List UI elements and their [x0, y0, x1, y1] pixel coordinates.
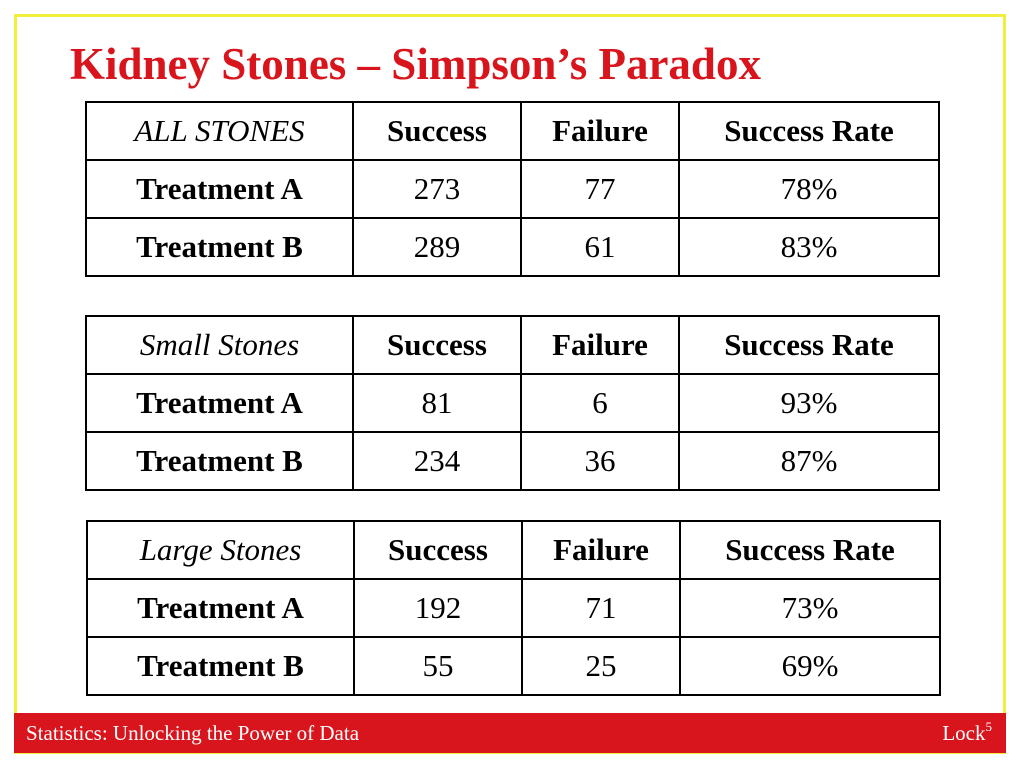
- success-rate-cell: 78%: [678, 159, 940, 219]
- footer-bar: Statistics: Unlocking the Power of Data …: [14, 713, 1006, 753]
- row-header: Treatment B: [86, 636, 355, 696]
- success-rate-cell: 93%: [678, 373, 940, 433]
- small-stones-table: Small Stones Success Failure Success Rat…: [85, 315, 940, 491]
- column-header-success-rate: Success Rate: [679, 520, 941, 580]
- row-header: Treatment A: [86, 578, 355, 638]
- success-cell: 289: [352, 217, 522, 277]
- table-row: Treatment B 289 61 83%: [85, 217, 940, 277]
- table-label: Small Stones: [85, 315, 354, 375]
- success-rate-cell: 83%: [678, 217, 940, 277]
- table-header-row: ALL STONES Success Failure Success Rate: [85, 101, 940, 161]
- column-header-success-rate: Success Rate: [678, 315, 940, 375]
- failure-cell: 61: [520, 217, 680, 277]
- footer-author-name: Lock: [942, 721, 986, 745]
- table-label: Large Stones: [86, 520, 355, 580]
- table-row: Treatment A 81 6 93%: [85, 373, 940, 433]
- row-header: Treatment A: [85, 159, 354, 219]
- all-stones-table: ALL STONES Success Failure Success Rate …: [85, 101, 940, 277]
- slide-title: Kidney Stones – Simpson’s Paradox: [70, 39, 761, 89]
- table-header-row: Small Stones Success Failure Success Rat…: [85, 315, 940, 375]
- column-header-success: Success: [352, 315, 522, 375]
- failure-cell: 36: [520, 431, 680, 491]
- column-header-success-rate: Success Rate: [678, 101, 940, 161]
- footer-course-title: Statistics: Unlocking the Power of Data: [26, 721, 360, 745]
- success-cell: 81: [352, 373, 522, 433]
- success-cell: 273: [352, 159, 522, 219]
- table-row: Treatment A 273 77 78%: [85, 159, 940, 219]
- failure-cell: 77: [520, 159, 680, 219]
- success-rate-cell: 87%: [678, 431, 940, 491]
- footer-author: Lock5: [942, 719, 992, 746]
- column-header-failure: Failure: [520, 315, 680, 375]
- row-header: Treatment A: [85, 373, 354, 433]
- column-header-failure: Failure: [521, 520, 681, 580]
- table-header-row: Large Stones Success Failure Success Rat…: [86, 520, 941, 580]
- table-label: ALL STONES: [85, 101, 354, 161]
- table-row: Treatment B 234 36 87%: [85, 431, 940, 491]
- success-rate-cell: 69%: [679, 636, 941, 696]
- success-cell: 192: [353, 578, 523, 638]
- large-stones-table: Large Stones Success Failure Success Rat…: [86, 520, 941, 696]
- row-header: Treatment B: [85, 431, 354, 491]
- success-cell: 55: [353, 636, 523, 696]
- table-row: Treatment A 192 71 73%: [86, 578, 941, 638]
- failure-cell: 6: [520, 373, 680, 433]
- row-header: Treatment B: [85, 217, 354, 277]
- table-row: Treatment B 55 25 69%: [86, 636, 941, 696]
- footer-author-superscript: 5: [985, 719, 993, 734]
- failure-cell: 25: [521, 636, 681, 696]
- column-header-failure: Failure: [520, 101, 680, 161]
- column-header-success: Success: [352, 101, 522, 161]
- success-cell: 234: [352, 431, 522, 491]
- column-header-success: Success: [353, 520, 523, 580]
- success-rate-cell: 73%: [679, 578, 941, 638]
- failure-cell: 71: [521, 578, 681, 638]
